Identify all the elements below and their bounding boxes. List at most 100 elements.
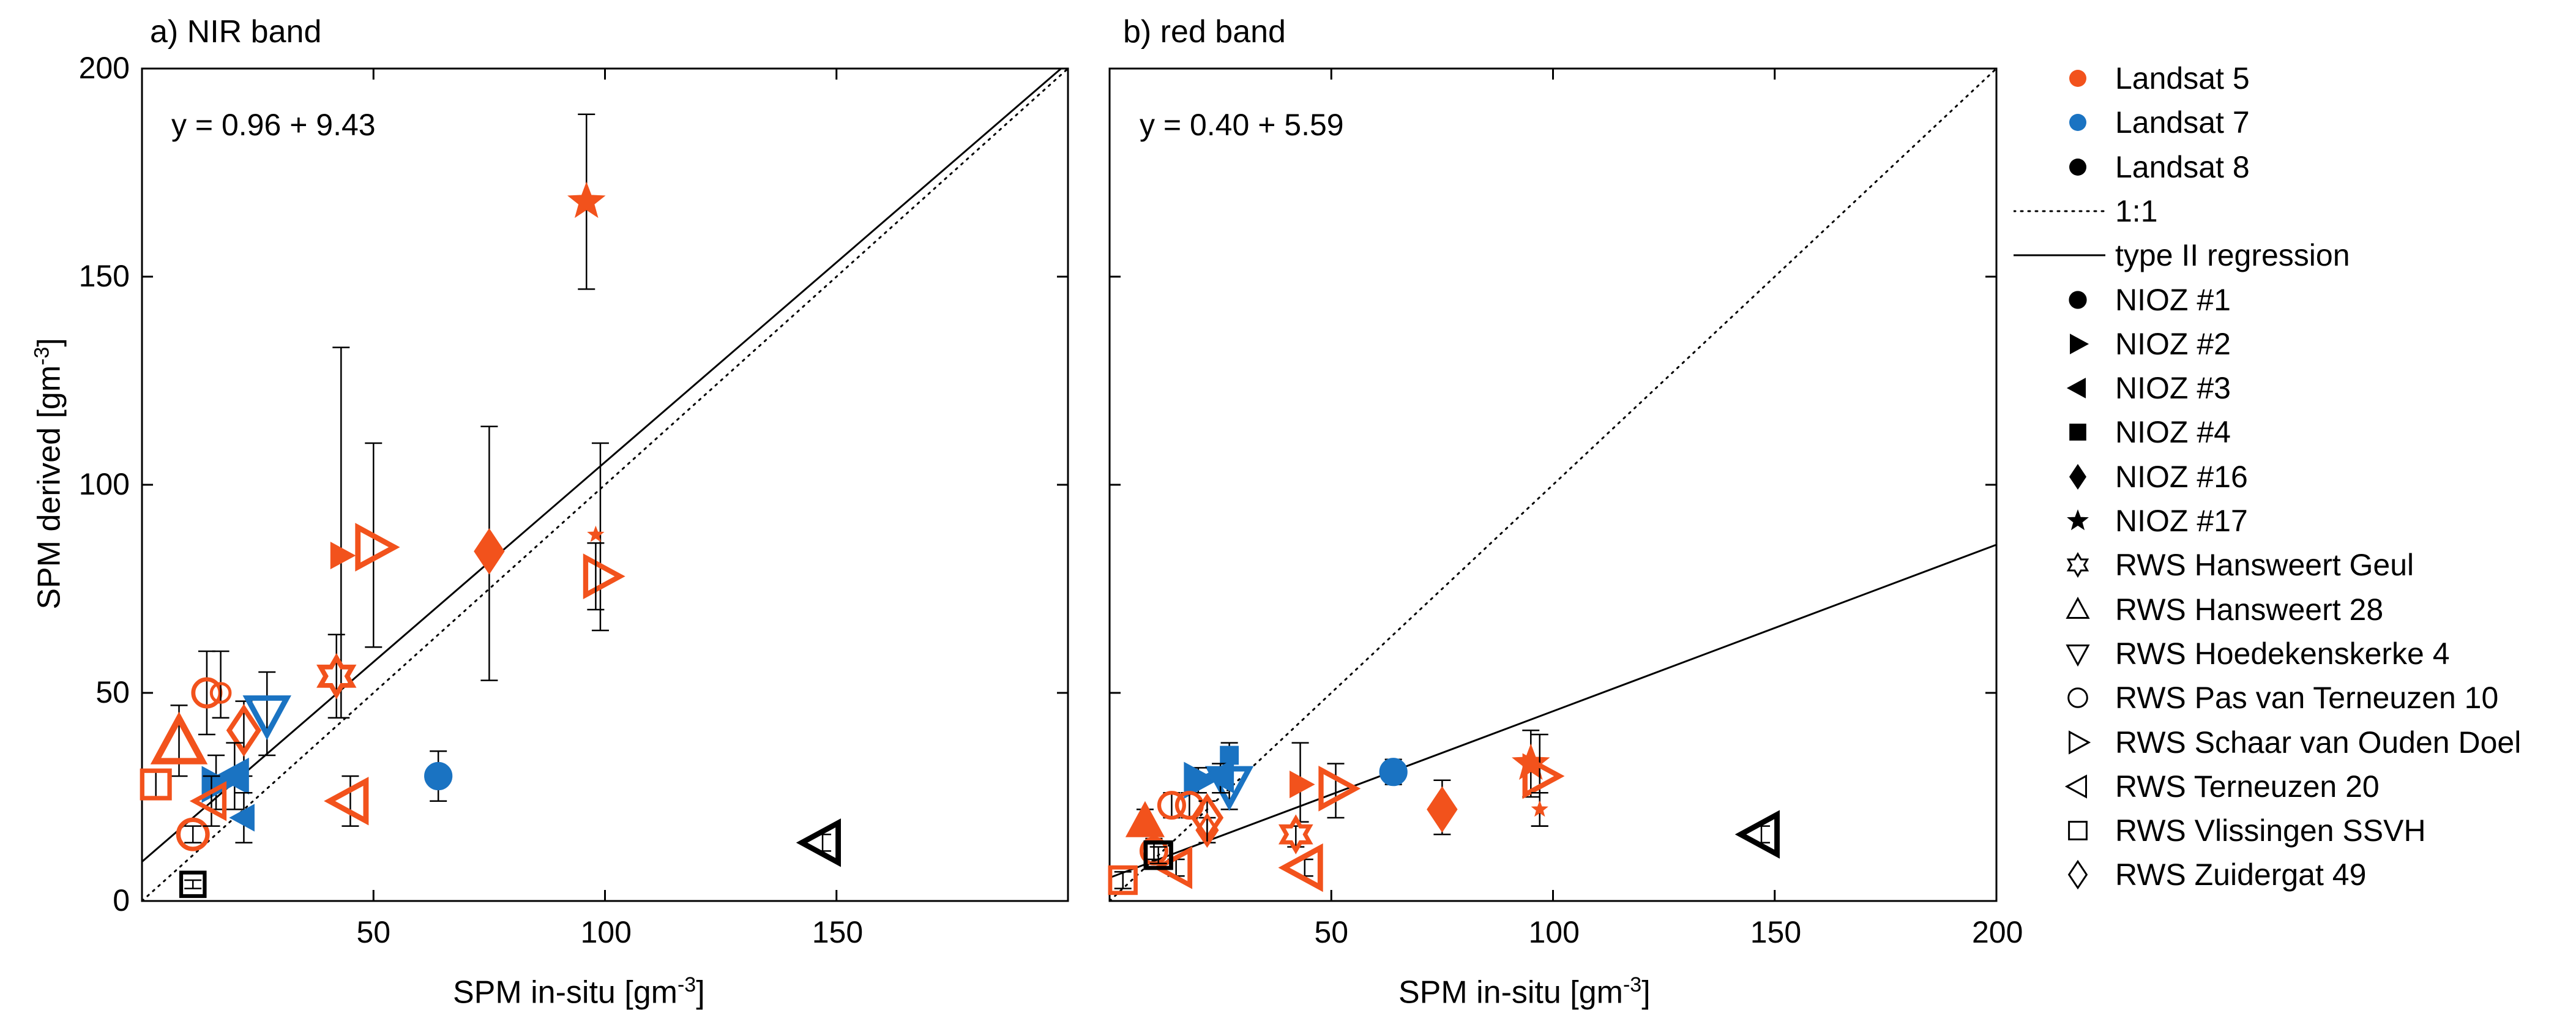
legend-marker [2070, 333, 2089, 354]
legend-item: Landsat 5 [2014, 56, 2250, 100]
legend-icon [2014, 210, 2105, 212]
x-tick-label: 50 [1314, 915, 1349, 949]
point-marker [150, 711, 208, 764]
point-marker [474, 528, 505, 575]
data-point [324, 775, 369, 827]
legend-marker [2069, 424, 2086, 441]
legend-item: RWS Hansweert Geul [2014, 543, 2414, 587]
data-point [1278, 843, 1323, 892]
legend-item: Landsat 8 [2014, 145, 2250, 189]
legend-dot [2069, 114, 2086, 132]
point-marker [587, 525, 605, 542]
legend-marker [2067, 509, 2089, 531]
panel-a-ylabel-sup: -3 [30, 346, 54, 365]
legend-label: NIOZ #16 [2115, 459, 2248, 494]
point-marker [179, 870, 207, 899]
regression-line [141, 67, 1062, 863]
legend-icon [2067, 860, 2088, 890]
legend-icon [2069, 290, 2087, 309]
panel-b-xlabel: SPM in-situ [gm-3] [1398, 973, 1651, 1011]
data-point [583, 442, 625, 632]
legend-label: Landsat 5 [2115, 61, 2250, 95]
point-marker [355, 523, 400, 572]
point-marker [1195, 812, 1219, 848]
point-marker [567, 181, 606, 219]
legend-marker [2067, 687, 2088, 708]
x-tick-label: 50 [356, 915, 391, 949]
panel-a-ylabel-end: ] [31, 338, 67, 347]
point-marker [242, 695, 291, 741]
legend-item: Landsat 7 [2014, 100, 2250, 144]
legend-icon [2067, 687, 2088, 708]
point-marker [316, 653, 357, 700]
data-point [474, 425, 505, 681]
panel-a-xlabel-end: ] [696, 974, 705, 1011]
data-point [242, 671, 291, 757]
legend-label: RWS Zuidergat 49 [2115, 858, 2367, 892]
point-marker [1152, 846, 1193, 889]
legend-icon [2069, 730, 2091, 755]
regression-line [1109, 544, 1997, 879]
panel-a-equation: y = 0.96 + 9.43 [171, 108, 376, 142]
legend-item: NIOZ #17 [2014, 499, 2248, 543]
data-point [1318, 763, 1361, 819]
point-marker [1427, 786, 1458, 833]
point-marker [1278, 814, 1313, 854]
data-point [567, 113, 606, 290]
legend-label: RWS Schaar van Ouden Doel [2115, 725, 2522, 760]
x-tick-label: 200 [1972, 915, 2023, 949]
panel-a-layer [140, 67, 1069, 902]
legend-item: NIOZ #16 [2014, 455, 2248, 499]
x-tick-label: 100 [1528, 915, 1580, 949]
point-marker [583, 553, 625, 599]
point-marker [226, 704, 262, 757]
point-marker [140, 768, 172, 801]
y-tick-label: 150 [78, 259, 130, 293]
data-point [1157, 791, 1186, 820]
data-point [587, 525, 605, 611]
legend-item: RWS Terneuzen 20 [2014, 764, 2380, 809]
legend-label: NIOZ #3 [2115, 371, 2231, 406]
legend-label: RWS Hoedekenskerke 4 [2115, 636, 2450, 671]
panel-a-xlabel-sup: -3 [677, 973, 696, 996]
point-marker [1318, 766, 1361, 812]
legend-item: RWS Schaar van Ouden Doel [2014, 720, 2521, 764]
data-point [150, 704, 208, 777]
legend-label: RWS Hansweert Geul [2115, 548, 2414, 583]
legend-icon [2069, 158, 2086, 176]
legend-item: type II regression [2014, 233, 2350, 277]
legend-icon [2014, 254, 2105, 256]
legend-label: RWS Hansweert 28 [2115, 592, 2384, 627]
data-point [1278, 814, 1313, 854]
legend-marker [2066, 378, 2086, 398]
data-point [191, 650, 223, 736]
point-marker [796, 818, 841, 867]
panel-b-xlabel-text: SPM in-situ [gm [1398, 974, 1623, 1011]
point-marker [229, 804, 255, 832]
data-point [229, 791, 255, 844]
legend-dot [2069, 70, 2086, 87]
legend-marker [2069, 463, 2087, 490]
panel-b-title: b) red band [1123, 14, 1286, 50]
point-marker [1125, 801, 1165, 837]
point-marker [330, 542, 356, 570]
point-marker [1522, 753, 1565, 799]
data-point [1734, 810, 1780, 859]
point-marker [1734, 810, 1780, 859]
data-point [189, 775, 227, 827]
data-point [1531, 791, 1548, 827]
data-point [424, 750, 453, 802]
data-point [1379, 758, 1408, 787]
legend-item: NIOZ #1 [2014, 278, 2231, 322]
point-marker [1108, 865, 1138, 895]
data-point [176, 817, 210, 851]
point-marker [1143, 840, 1173, 870]
legend-marker [2067, 860, 2088, 890]
legend-label: RWS Terneuzen 20 [2115, 769, 2380, 804]
legend-label: Landsat 8 [2115, 149, 2250, 184]
legend-label: Landsat 7 [2115, 105, 2250, 140]
x-tick-label: 100 [580, 915, 632, 949]
legend-item: NIOZ #4 [2014, 410, 2231, 454]
panel-b-xlabel-sup: -3 [1622, 973, 1642, 996]
panel-a-ylabel-text: SPM derived [gm [31, 365, 67, 610]
